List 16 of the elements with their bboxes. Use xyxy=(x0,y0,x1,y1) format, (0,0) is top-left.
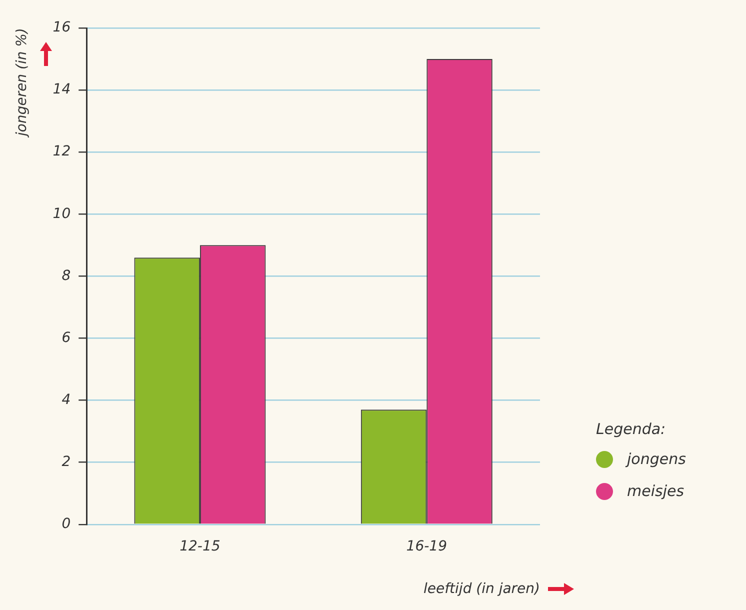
y-tick-label: 0 xyxy=(62,516,71,532)
x-tick-label: 16-19 xyxy=(406,538,448,554)
legend-label: meisjes xyxy=(627,482,684,500)
y-tick-label: 6 xyxy=(62,330,71,346)
legend-label: jongens xyxy=(627,450,686,468)
y-axis-title: jongeren (in %) xyxy=(14,28,30,138)
legend-title: Legenda: xyxy=(596,420,667,438)
x-axis-title: leeftijd (in jaren) xyxy=(424,581,540,598)
x-tick-label: 12-15 xyxy=(180,538,220,554)
y-tick-label: 4 xyxy=(62,392,71,408)
y-tick-label: 2 xyxy=(62,454,71,470)
y-tick-label: 10 xyxy=(52,206,71,222)
y-tick-label: 12 xyxy=(52,144,71,160)
y-tick-label: 16 xyxy=(52,20,71,36)
y-tick-label: 14 xyxy=(52,82,71,98)
y-tick-label: 8 xyxy=(62,268,71,284)
